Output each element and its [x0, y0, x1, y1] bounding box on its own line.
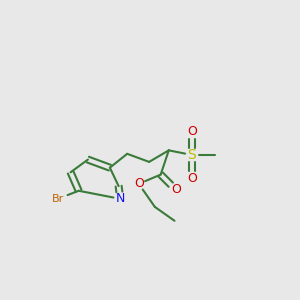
- Text: S: S: [188, 148, 196, 162]
- Text: N: N: [116, 192, 125, 206]
- Text: O: O: [171, 183, 181, 196]
- Text: O: O: [134, 177, 144, 190]
- Text: O: O: [187, 125, 197, 138]
- Text: O: O: [187, 172, 197, 184]
- Text: Br: Br: [52, 194, 64, 204]
